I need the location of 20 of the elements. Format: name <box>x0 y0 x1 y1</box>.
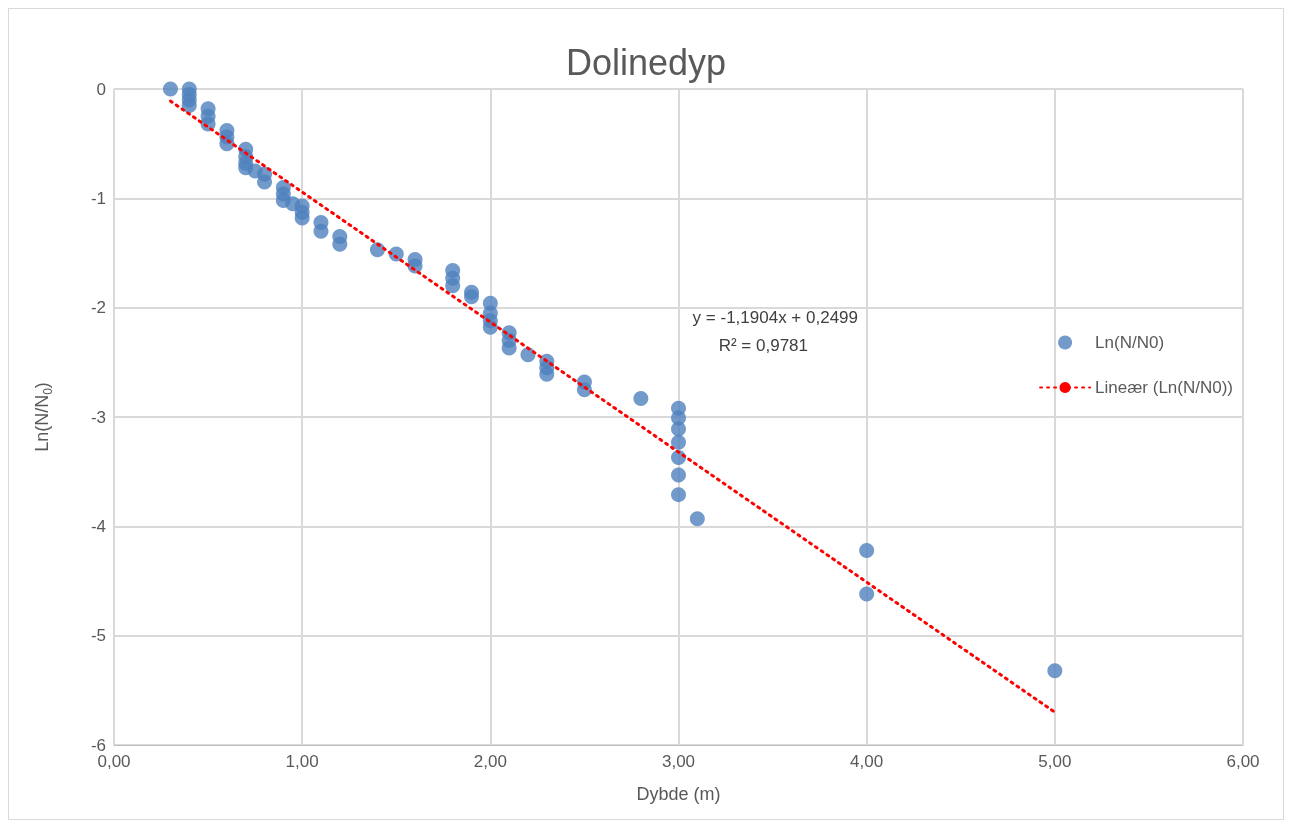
y-tick-label: -1 <box>90 188 106 208</box>
x-tick-label: 6,00 <box>1226 752 1260 771</box>
x-tick-label: 0,00 <box>97 752 131 771</box>
x-tick-label: 2,00 <box>473 752 507 771</box>
x-tick-label: 3,00 <box>661 752 696 771</box>
legend-label: Lineær (Ln(N/N0)) <box>1095 378 1234 397</box>
y-tick-label: -5 <box>90 626 106 646</box>
x-tick-label: 1,00 <box>285 752 319 771</box>
x-tick-label: 4,00 <box>850 752 884 771</box>
x-tick-label: 5,00 <box>1038 752 1072 771</box>
y-tick-label: -6 <box>90 735 106 755</box>
y-tick-label: -4 <box>90 516 106 536</box>
legend-label: Ln(N/N0) <box>1095 333 1165 352</box>
annotation: R² = 0,9781 <box>718 336 808 355</box>
y-tick-label: 0 <box>96 79 106 99</box>
y-tick-label: -2 <box>90 298 106 318</box>
annotation: y = -1,1904x + 0,2499 <box>692 308 858 327</box>
chart-title: Dolinedyp <box>565 41 727 83</box>
x-axis-title: Dybde (m) <box>636 784 721 804</box>
y-tick-label: -3 <box>90 407 106 427</box>
